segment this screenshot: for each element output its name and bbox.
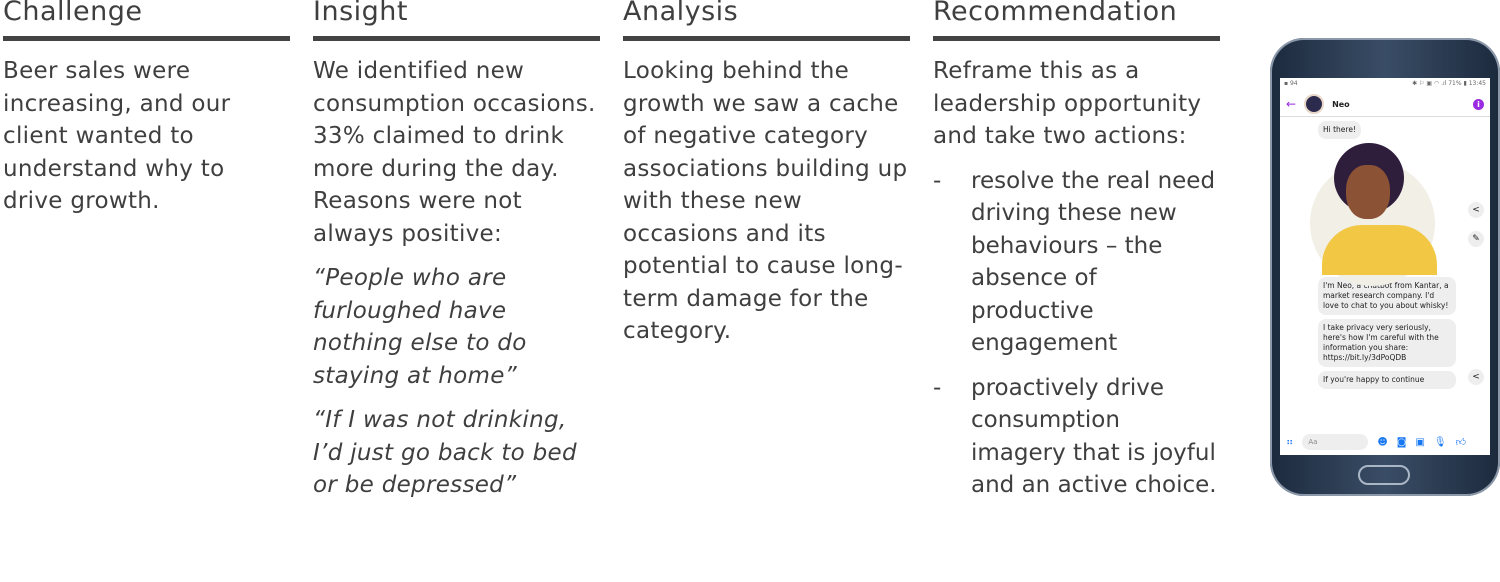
- apps-icon[interactable]: ⠶: [1286, 436, 1294, 448]
- analysis-column: Analysis Looking behind the growth we sa…: [623, 0, 910, 358]
- home-button[interactable]: [1358, 465, 1410, 485]
- camera-icon[interactable]: ◙: [1396, 436, 1407, 448]
- share-icon[interactable]: <: [1468, 202, 1484, 218]
- message-bubble: I take privacy very seriously, here's ho…: [1318, 319, 1456, 367]
- divider: [313, 36, 600, 41]
- info-icon[interactable]: i: [1473, 98, 1484, 110]
- insight-column: Insight We identified new consumption oc…: [313, 0, 600, 512]
- bullet-text: resolve the real need driving these new …: [971, 167, 1216, 357]
- quote: “People who are furloughed have nothing …: [313, 265, 527, 389]
- divider: [3, 36, 290, 41]
- thumbs-up-icon[interactable]: 👍︎: [1455, 437, 1467, 448]
- status-bar: ▪ 94 ✱ ⚐ ▣ ◠ .ıl 71% ▮ 13:45: [1280, 78, 1490, 92]
- column-title: Analysis: [623, 0, 739, 27]
- column-text: Beer sales were increasing, and our clie…: [3, 58, 231, 214]
- bullet-item: - proactively drive consumption imagery t…: [933, 372, 1220, 502]
- phone-screen: ▪ 94 ✱ ⚐ ▣ ◠ .ıl 71% ▮ 13:45 ← Neo i Hi t…: [1280, 78, 1490, 455]
- microphone-icon[interactable]: 🎙︎: [1433, 436, 1447, 448]
- bullet-item: - resolve the real need driving these new…: [933, 165, 1220, 360]
- column-text: We identified new consumption occasions.…: [313, 58, 596, 247]
- status-left: ▪ 94: [1284, 80, 1298, 87]
- waving-woman-illustration: [1310, 143, 1450, 286]
- bullet-marker: -: [933, 167, 942, 194]
- column-title: Challenge: [3, 0, 143, 27]
- divider: [623, 36, 910, 41]
- chat-header: ← Neo i: [1280, 92, 1490, 117]
- divider: [933, 36, 1220, 41]
- emoji-icon[interactable]: ☻: [1377, 436, 1388, 448]
- avatar: [1304, 94, 1325, 114]
- bullet-text: proactively drive consumption imagery th…: [971, 374, 1217, 499]
- gallery-icon[interactable]: ▣: [1415, 436, 1425, 448]
- composer-bar: ⠶ Aa ☻ ◙ ▣ 🎙︎ 👍︎: [1280, 429, 1490, 455]
- quote: “If I was not drinking, I’d just go back…: [313, 407, 577, 498]
- status-right: ✱ ⚐ ▣ ◠ .ıl 71% ▮ 13:45: [1412, 80, 1486, 87]
- share-icon[interactable]: <: [1468, 369, 1484, 385]
- recommendation-column: Recommendation Reframe this as a leaders…: [933, 0, 1220, 502]
- column-text: Reframe this as a leadership opportunity…: [933, 58, 1202, 149]
- column-title: Recommendation: [933, 0, 1178, 27]
- challenge-column: Challenge Beer sales were increasing, an…: [3, 0, 290, 228]
- message-bubble: If you're happy to continue: [1318, 371, 1456, 389]
- column-text: Looking behind the growth we saw a cache…: [623, 58, 908, 344]
- bullet-marker: -: [933, 374, 942, 401]
- edit-icon[interactable]: ✎: [1468, 231, 1484, 247]
- contact-name: Neo: [1332, 99, 1350, 109]
- message-bubble: Hi there!: [1318, 121, 1361, 139]
- phone-mockup: ▪ 94 ✱ ⚐ ▣ ◠ .ıl 71% ▮ 13:45 ← Neo i Hi t…: [1270, 38, 1500, 496]
- column-title: Insight: [313, 0, 408, 27]
- back-arrow-icon[interactable]: ←: [1286, 97, 1297, 111]
- message-input[interactable]: Aa: [1302, 434, 1369, 450]
